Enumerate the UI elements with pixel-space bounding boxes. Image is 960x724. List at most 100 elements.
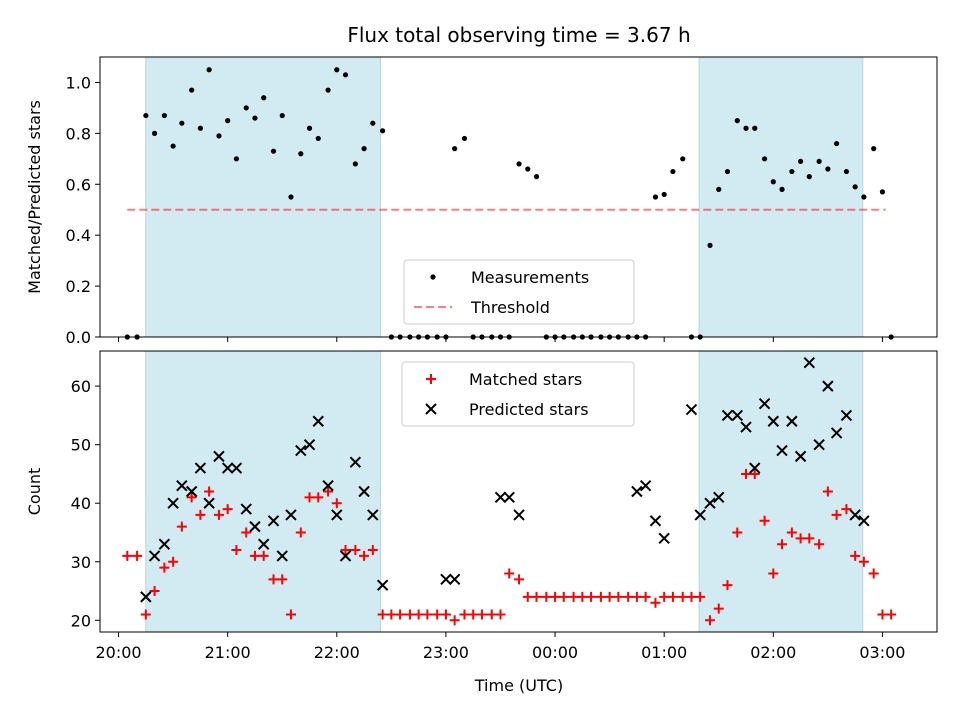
- predicted-star-point: [631, 485, 643, 498]
- predicted-star-point: [794, 450, 807, 463]
- measurement-point: [461, 135, 468, 142]
- predicted-star-point: [257, 538, 270, 550]
- measurement-point: [834, 140, 840, 147]
- predicted-star-point: [503, 491, 515, 504]
- legend-box: [403, 259, 635, 325]
- measurement-point: [161, 112, 167, 119]
- predicted-star-point: [822, 380, 834, 392]
- matched-star-point: [413, 609, 424, 620]
- predicted-star-point: [312, 415, 324, 427]
- measurement-point: [197, 125, 203, 131]
- predicted-star-point: [358, 485, 370, 498]
- predicted-star-point: [221, 462, 234, 474]
- measurement-point: [452, 146, 458, 152]
- y-tick-label: 0.4: [66, 226, 91, 245]
- x-tick-label: 03:00: [859, 643, 905, 662]
- predicted-star-point: [240, 503, 252, 515]
- predicted-star-point: [786, 415, 798, 427]
- predicted-star-point: [213, 450, 225, 463]
- matched-star-point: [159, 562, 170, 573]
- predicted-star-point: [376, 579, 389, 591]
- legend-marker: [430, 274, 436, 280]
- predicted-star-point: [513, 509, 525, 521]
- measurement-point: [670, 168, 676, 175]
- x-tick-label: 01:00: [641, 643, 687, 662]
- matched-star-point: [550, 591, 561, 602]
- count-panel-frame: [99, 350, 938, 633]
- matched-star-point: [522, 591, 533, 602]
- matched-star-point: [395, 609, 406, 620]
- measurement-point: [225, 118, 231, 124]
- matched-star-point: [459, 609, 470, 620]
- matched-star-point: [449, 615, 460, 626]
- predicted-star-point: [849, 509, 861, 521]
- matched-star-point: [377, 609, 388, 620]
- predicted-star-point: [367, 509, 379, 521]
- matched-star-point: [295, 527, 306, 538]
- matched-star-point: [722, 580, 733, 591]
- predicted-star-point: [494, 491, 507, 504]
- predicted-star-point: [721, 409, 734, 422]
- measurement-point: [380, 128, 386, 134]
- predicted-star-point: [140, 591, 152, 603]
- predicted-star-point: [704, 497, 716, 509]
- x-tick-label: 23:00: [423, 643, 469, 662]
- matched-star-point: [558, 591, 569, 602]
- matched-star-point: [140, 609, 151, 620]
- observing-window: [145, 350, 381, 633]
- y-tick-label: 0.6: [66, 175, 91, 194]
- matched-star-point: [168, 556, 179, 567]
- measurement-point: [761, 156, 768, 162]
- matched-star-point: [304, 492, 315, 503]
- predicted-star-point: [649, 515, 662, 527]
- x-tick-label: 22:00: [314, 643, 360, 662]
- measurement-point: [843, 168, 850, 175]
- predicted-star-point: [731, 409, 744, 422]
- predicted-star-point: [185, 485, 198, 498]
- predicted-star-point: [276, 550, 288, 562]
- matched-star-point: [222, 504, 233, 515]
- measurement-point: [151, 130, 158, 136]
- matched-star-point: [249, 550, 260, 561]
- y-tick-label: 20: [71, 611, 91, 630]
- y-tick-label: 50: [71, 436, 91, 455]
- measurement-point: [189, 87, 195, 93]
- matched-star-point: [468, 609, 479, 620]
- legend-label: Predicted stars: [469, 400, 589, 419]
- matched-star-point: [568, 591, 579, 602]
- legend-label: Matched stars: [469, 370, 582, 389]
- predicted-star-point: [840, 409, 853, 422]
- matched-star-point: [440, 609, 451, 620]
- matched-star-point: [258, 550, 269, 561]
- measurement-point: [261, 95, 267, 101]
- ratio-legend: Measurements Threshold: [403, 259, 635, 325]
- measurement-point: [707, 242, 713, 248]
- measurement-point: [716, 186, 722, 192]
- matched-star-point: [640, 591, 651, 602]
- matched-star-point: [195, 509, 206, 520]
- matched-star-point: [241, 527, 252, 538]
- matched-star-point: [768, 568, 779, 579]
- measurement-point: [206, 67, 212, 73]
- predicted-star-point: [830, 427, 843, 439]
- matched-star-point: [786, 527, 797, 538]
- measurement-point: [680, 156, 686, 162]
- predicted-star-point: [176, 479, 188, 492]
- measurement-point: [852, 184, 858, 190]
- matched-star-point: [650, 597, 661, 608]
- matched-star-point: [741, 468, 752, 479]
- matched-star-point: [359, 550, 370, 561]
- predicted-star-point: [230, 462, 243, 474]
- predicted-star-point: [658, 532, 670, 545]
- measurement-point: [789, 168, 795, 175]
- measurement-point: [525, 166, 531, 172]
- predicted-star-points: [140, 357, 870, 603]
- matched-star-point: [122, 550, 133, 561]
- ratio-panel: 0.0 0.2 0.4 0.6 0.8 1.0 Matched/Predicted sta…: [25, 56, 938, 347]
- matched-star-point: [595, 591, 606, 602]
- measurement-point: [661, 191, 667, 198]
- matched-star-point: [732, 527, 743, 538]
- y-tick-label: 0.8: [66, 124, 91, 143]
- predicted-star-point: [194, 462, 207, 474]
- measurement-point: [334, 67, 340, 73]
